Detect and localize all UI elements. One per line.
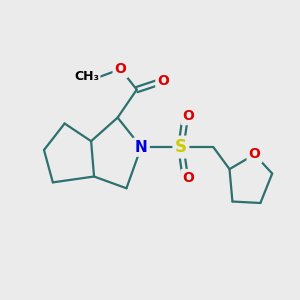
Text: O: O [182, 109, 194, 123]
Text: O: O [182, 171, 194, 185]
Text: CH₃: CH₃ [74, 70, 99, 83]
Text: S: S [175, 138, 187, 156]
Text: O: O [249, 147, 260, 161]
Text: N: N [135, 140, 148, 154]
Text: O: O [157, 74, 169, 88]
Text: O: O [115, 62, 127, 76]
